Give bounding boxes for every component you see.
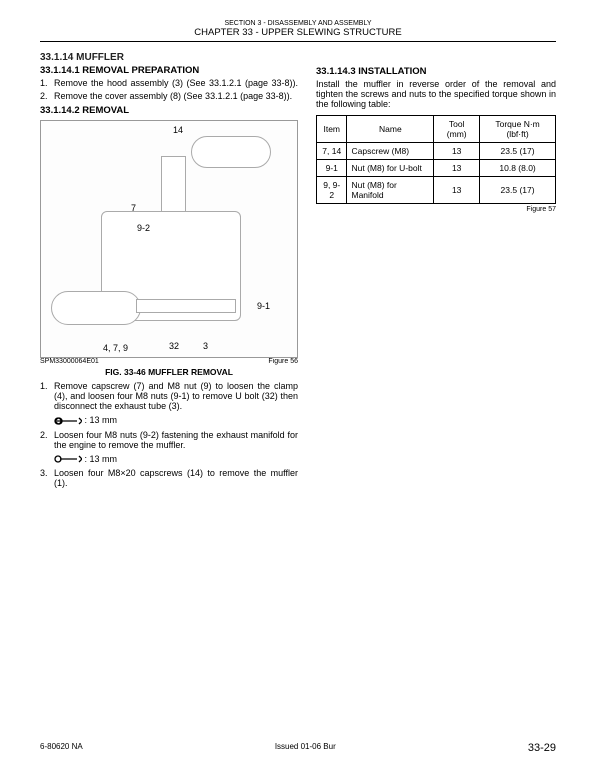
chapter-line: CHAPTER 33 - UPPER SLEWING STRUCTURE bbox=[40, 27, 556, 38]
removal-step: 1. Remove capscrew (7) and M8 nut (9) to… bbox=[40, 381, 298, 411]
th-tool: Tool (mm) bbox=[434, 116, 480, 143]
callout-7: 7 bbox=[131, 203, 136, 213]
page-footer: 6-80620 NA Issued 01-06 Bur 33-29 bbox=[40, 742, 556, 754]
figure-57-label: Figure 57 bbox=[316, 206, 556, 213]
tool-spec: : 13 mm bbox=[54, 454, 298, 465]
figure-56: 14 7 9-2 9-1 3 32 4, 7, 9 SPM33000064E01… bbox=[40, 120, 298, 377]
heading-installation: 33.1.14.3 INSTALLATION bbox=[316, 66, 556, 77]
th-item: Item bbox=[317, 116, 347, 143]
wrench-icon bbox=[54, 416, 82, 426]
footer-left: 6-80620 NA bbox=[40, 742, 83, 754]
heading-removal-prep: 33.1.14.1 REMOVAL PREPARATION bbox=[40, 65, 298, 76]
table-row: 9-1 Nut (M8) for U-bolt 13 10.8 (8.0) bbox=[317, 160, 556, 177]
figure-code: SPM33000064E01 bbox=[40, 358, 99, 365]
table-row: 9, 9-2 Nut (M8) for Manifold 13 23.5 (17… bbox=[317, 177, 556, 204]
prep-step: 2. Remove the cover assembly (8) (See 33… bbox=[40, 91, 298, 101]
footer-center: Issued 01-06 Bur bbox=[275, 742, 336, 754]
callout-3: 3 bbox=[203, 341, 208, 351]
th-torque: Torque N·m (lbf·ft) bbox=[480, 116, 556, 143]
heading-removal: 33.1.14.2 REMOVAL bbox=[40, 105, 298, 116]
callout-9-1: 9-1 bbox=[257, 301, 270, 311]
tool-spec: : 13 mm bbox=[54, 415, 298, 426]
heading-muffler: 33.1.14 MUFFLER bbox=[40, 52, 298, 63]
callout-479: 4, 7, 9 bbox=[103, 343, 128, 353]
table-row: 7, 14 Capscrew (M8) 13 23.5 (17) bbox=[317, 143, 556, 160]
callout-9-2: 9-2 bbox=[137, 223, 150, 233]
section-line: SECTION 3 - DISASSEMBLY AND ASSEMBLY bbox=[40, 20, 556, 27]
page-number: 33-29 bbox=[528, 742, 556, 754]
muffler-diagram: 14 7 9-2 9-1 3 32 4, 7, 9 bbox=[40, 120, 298, 358]
callout-14: 14 bbox=[173, 125, 183, 135]
callout-32: 32 bbox=[169, 341, 179, 351]
install-text: Install the muffler in reverse order of … bbox=[316, 79, 556, 109]
torque-table: Item Name Tool (mm) Torque N·m (lbf·ft) … bbox=[316, 115, 556, 204]
th-name: Name bbox=[347, 116, 434, 143]
removal-step: 3. Loosen four M8×20 capscrews (14) to r… bbox=[40, 468, 298, 488]
page-header: SECTION 3 - DISASSEMBLY AND ASSEMBLY CHA… bbox=[40, 20, 556, 42]
figure-caption: FIG. 33-46 MUFFLER REMOVAL bbox=[40, 367, 298, 377]
wrench-icon bbox=[54, 454, 82, 464]
prep-step: 1. Remove the hood assembly (3) (See 33.… bbox=[40, 78, 298, 88]
removal-step: 2. Loosen four M8 nuts (9-2) fastening t… bbox=[40, 430, 298, 450]
figure-number: Figure 56 bbox=[268, 358, 298, 365]
